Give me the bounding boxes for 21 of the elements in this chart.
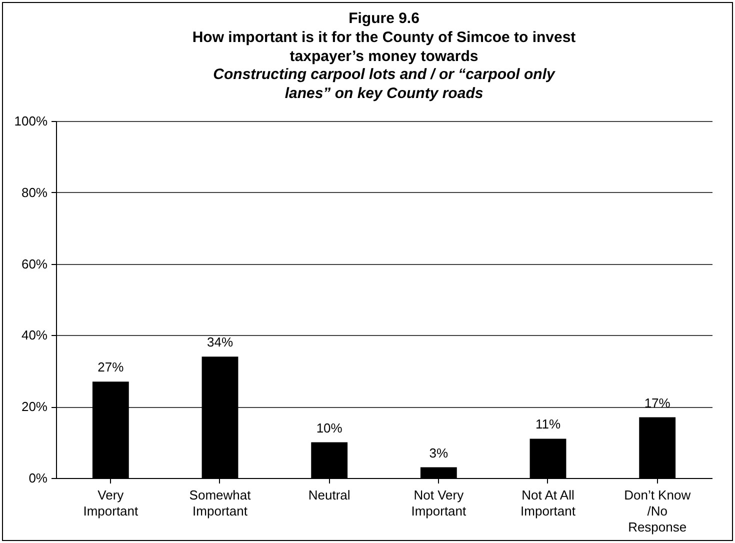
x-tick-label: Neutral [308,488,350,502]
x-tick-label: Somewhat Important [189,488,252,518]
y-tick-label: 40% [21,328,48,343]
y-tick-label: 20% [21,399,48,414]
y-tick-label: 0% [28,470,48,486]
data-label: 34% [206,334,234,350]
data-label: 11% [535,416,561,432]
y-tick-label: 60% [21,256,48,272]
data-label: 17% [644,395,671,410]
x-tick-label: Not At All Important [520,488,576,518]
y-tick-label: 80% [21,184,48,200]
x-tick-label: Not Very Important [411,488,467,518]
chart-title: Figure 9.6 [348,10,420,27]
data-label: 10% [316,420,343,436]
y-tick-label: 100% [14,114,48,128]
text: Constructing carpool lots and / or “carpool only lanes” on key County roads [213,66,556,102]
data-label: 3% [429,445,448,460]
x-tick-label: Don’t Know /No Response [624,488,692,534]
chart-subtitle: How important is it for the County of Simcoe to invest taxpayer’s money towards [192,29,576,65]
data-label: 27% [98,360,124,375]
x-tick-label: Very Important [83,488,139,518]
